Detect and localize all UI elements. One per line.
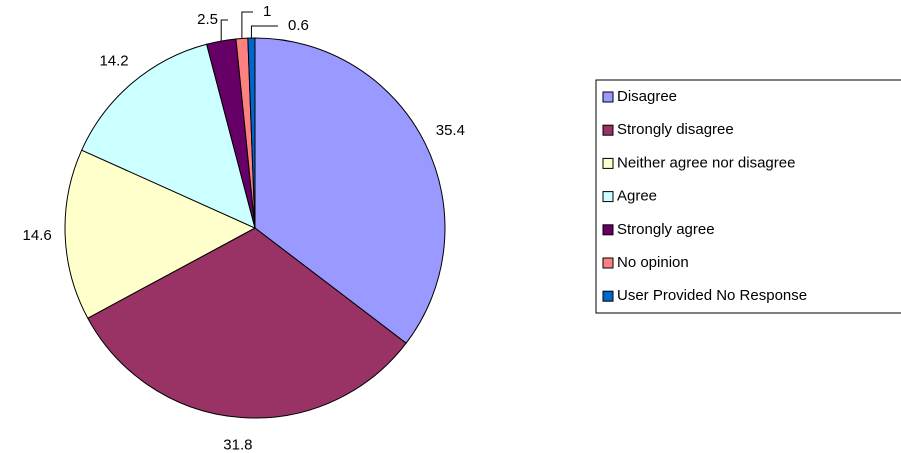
- legend-box: [595, 79, 901, 314]
- data-label: 2.5: [197, 11, 218, 28]
- pie-slice: [64, 149, 257, 319]
- legend-swatch: [602, 91, 614, 103]
- data-label: 14.6: [23, 227, 52, 244]
- leader-line: [220, 19, 228, 42]
- leader-line: [250, 25, 278, 39]
- data-label: 0.6: [288, 17, 309, 34]
- pie-slice: [254, 37, 446, 344]
- data-label: 1: [263, 3, 271, 20]
- pie-slice: [81, 43, 256, 229]
- data-label: 14.2: [99, 53, 128, 70]
- leader-line: [241, 11, 253, 39]
- data-label: 31.8: [223, 436, 252, 453]
- legend-swatch: [602, 191, 614, 203]
- legend-label: Neither agree nor disagree: [617, 154, 795, 171]
- legend-swatch: [602, 257, 614, 269]
- legend-swatch: [602, 157, 614, 169]
- legend-label: User Provided No Response: [617, 287, 807, 304]
- legend-label: No opinion: [617, 254, 689, 271]
- legend-swatch: [602, 124, 614, 136]
- legend-label: Agree: [617, 188, 657, 205]
- data-label: 35.4: [436, 122, 465, 139]
- legend-label: Strongly agree: [617, 221, 715, 238]
- legend-swatch: [602, 290, 614, 302]
- legend-label: Disagree: [617, 88, 677, 105]
- legend-label: Strongly disagree: [617, 121, 734, 138]
- legend-swatch: [602, 224, 614, 236]
